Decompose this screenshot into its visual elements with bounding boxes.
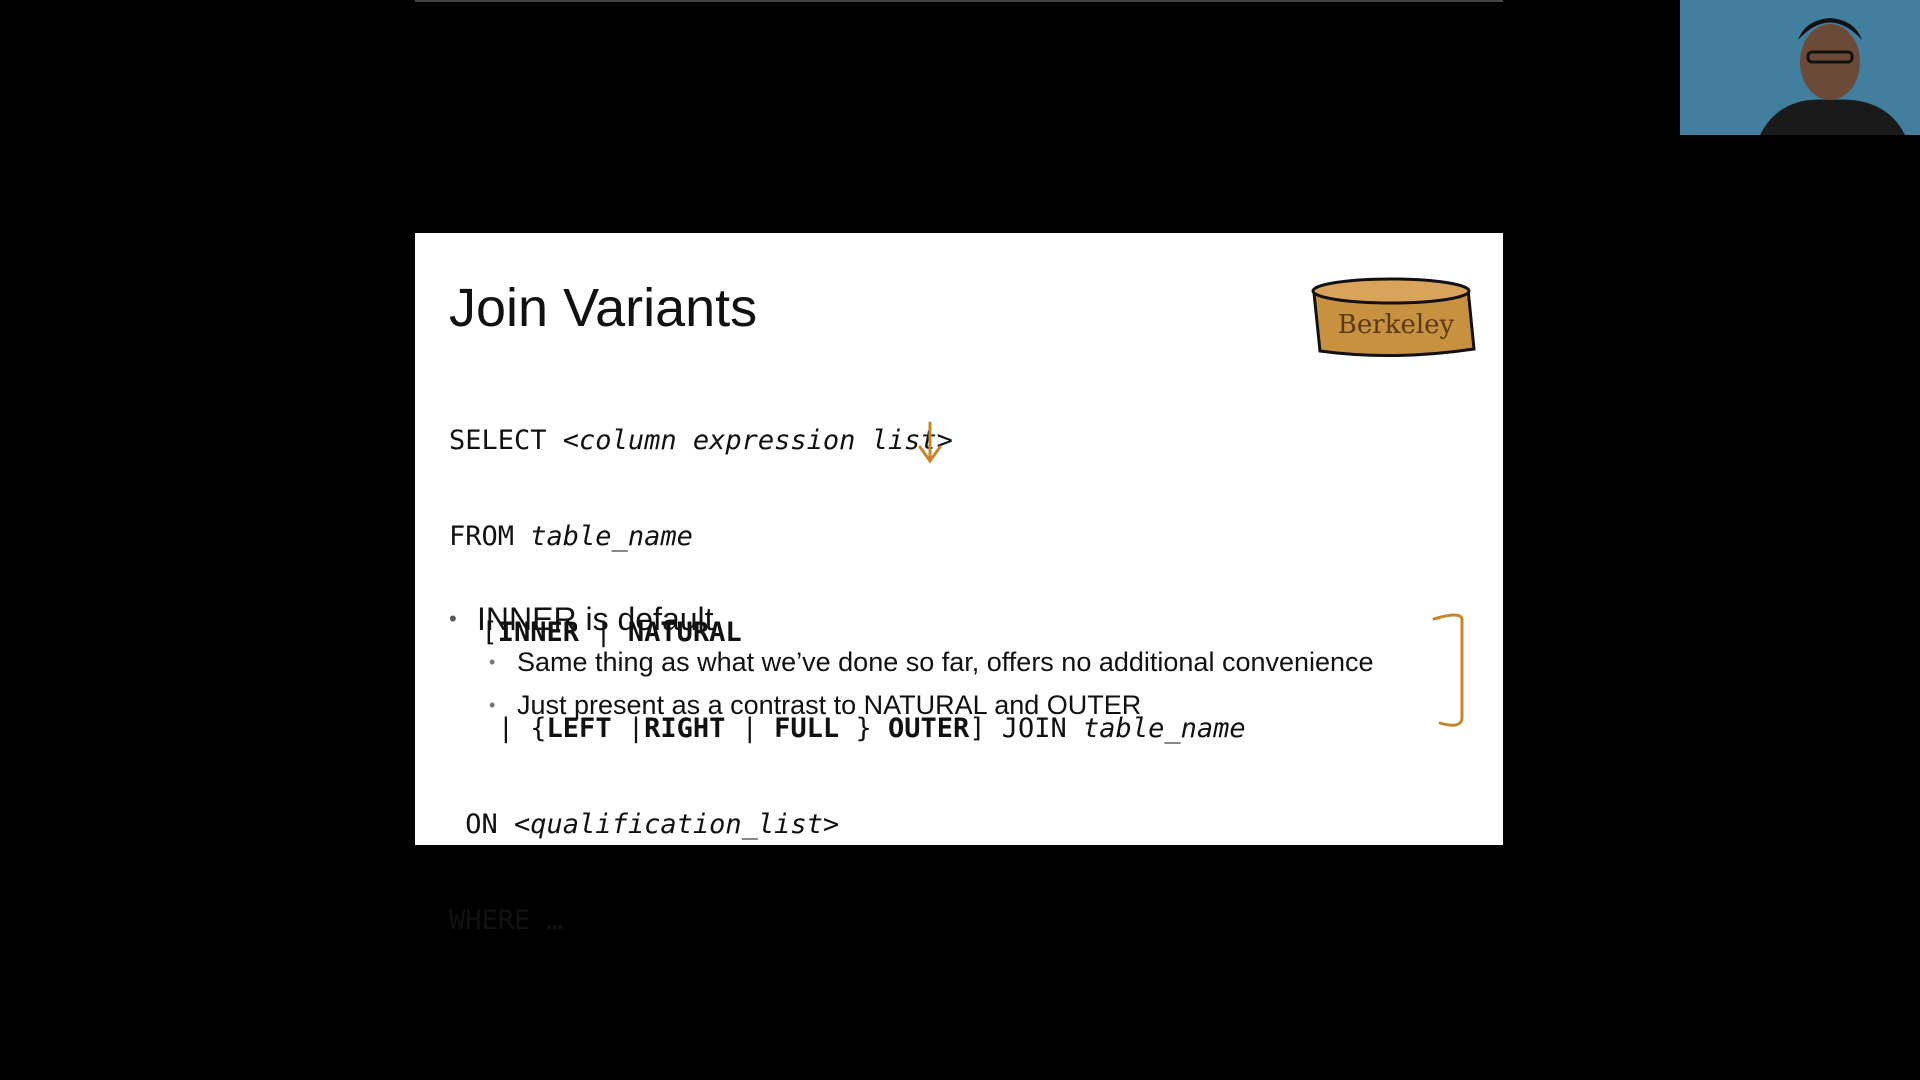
code-line-select: SELECT <column expression list> <box>449 425 953 456</box>
code-line-inner-natural: [INNER | NATURAL <box>449 617 742 648</box>
slide: Join Variants Berkeley SELECT <column ex… <box>415 233 1503 936</box>
bullet-main: • INNER is default <box>449 600 714 637</box>
code-line-from: FROM table_name <box>449 521 693 552</box>
sql-syntax-block: SELECT <column expression list> FROM tab… <box>449 361 1246 1001</box>
code-line-outer-join: | {LEFT |RIGHT | FULL } OUTER] JOIN tabl… <box>449 713 1246 744</box>
code-line-on: ON <qualification_list> <box>449 809 840 840</box>
webcam-video <box>1680 0 1920 135</box>
slide-title: Join Variants <box>449 278 758 338</box>
logo-text: Berkeley <box>1338 310 1455 340</box>
berkeley-logo: Berkeley <box>1311 277 1476 358</box>
bullet-sub-2: • Just present as a contrast to NATURAL a… <box>489 690 1142 720</box>
presenter-video-icon <box>1680 0 1920 135</box>
bullet-list: • INNER is default • Same thing as what we… <box>449 597 1374 727</box>
annotation-arrow-icon <box>918 421 942 464</box>
bullet-sub-1: • Same thing as what we’ve done so far, o… <box>489 647 1374 677</box>
top-edge-line <box>415 0 1503 2</box>
annotation-bracket-icon <box>1432 613 1464 727</box>
code-line-where: WHERE … <box>449 905 563 936</box>
